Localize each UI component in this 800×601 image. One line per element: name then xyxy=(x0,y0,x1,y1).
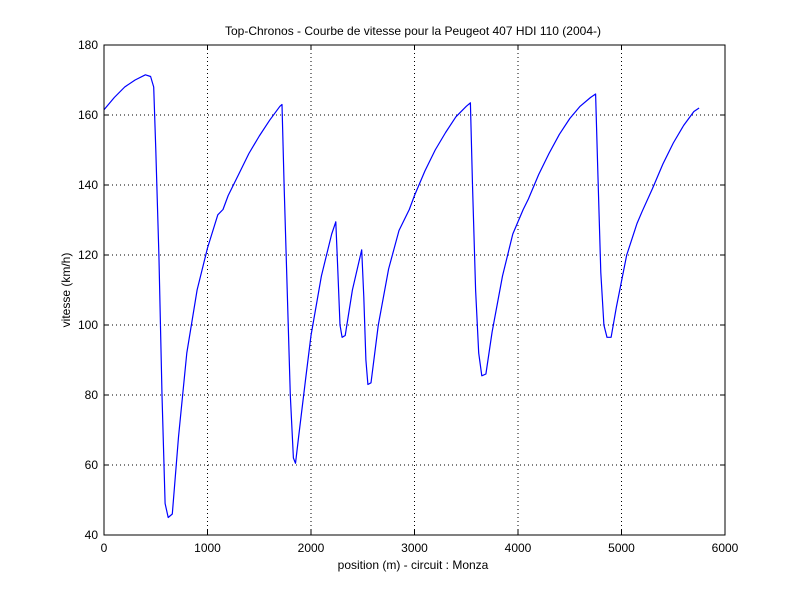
y-tick-label: 100 xyxy=(78,318,98,332)
speed-series-line xyxy=(103,74,700,519)
y-tick-label: 60 xyxy=(85,458,99,472)
axis-ticks: 0 1000 2000 3000 4000 5000 6000 40 60 80 100 120 140… xyxy=(78,38,739,555)
y-tick-label: 40 xyxy=(85,528,99,542)
x-axis-label: position (m) - circuit : Monza xyxy=(338,558,489,572)
x-tick-label: 5000 xyxy=(608,541,635,555)
grid-lines xyxy=(104,45,725,535)
y-tick-label: 140 xyxy=(78,178,98,192)
y-tick-label: 120 xyxy=(78,248,98,262)
x-tick-label: 2000 xyxy=(298,541,325,555)
y-tick-label: 180 xyxy=(78,38,98,52)
chart-title: Top-Chronos - Courbe de vitesse pour la … xyxy=(225,24,601,38)
x-tick-label: 3000 xyxy=(401,541,428,555)
x-tick-label: 6000 xyxy=(712,541,739,555)
x-tick-label: 0 xyxy=(101,541,108,555)
x-tick-label: 1000 xyxy=(194,541,221,555)
x-tick-label: 4000 xyxy=(505,541,532,555)
y-axis-label: vitesse (km/h) xyxy=(59,253,73,328)
y-tick-label: 160 xyxy=(78,108,98,122)
y-tick-label: 80 xyxy=(85,388,99,402)
